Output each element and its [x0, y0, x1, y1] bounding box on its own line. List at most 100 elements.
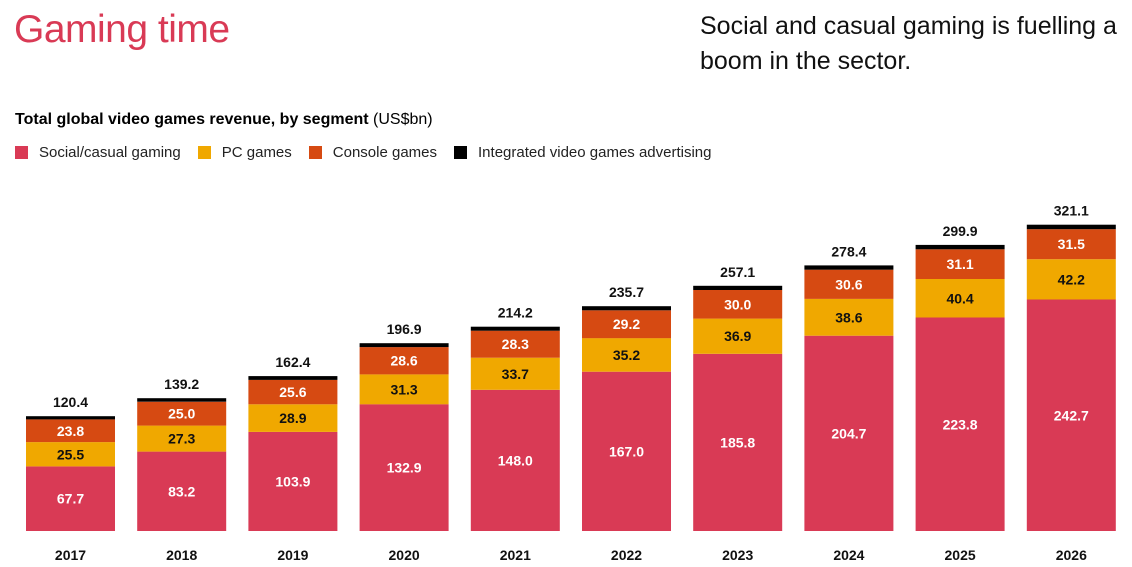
data-label-console-games-2021: 28.3: [502, 336, 529, 352]
bar-console-games-2017: [26, 419, 115, 443]
bar-advertising-2019: [248, 376, 338, 380]
page-headline: Gaming time: [14, 8, 230, 51]
bar-pc-games-2026: [1026, 259, 1116, 300]
bar-pc-games-2018: [137, 425, 227, 452]
data-label-pc-games-2021: 33.7: [502, 366, 529, 382]
total-label-2017: 120.4: [53, 394, 88, 410]
legend-item-console-games: Console games: [308, 144, 438, 161]
legend-item-advertising: Integrated video games advertising: [454, 144, 712, 161]
data-label-console-games-2026: 31.5: [1058, 236, 1085, 252]
total-label-2023: 257.1: [720, 264, 755, 280]
data-label-social-casual-2017: 67.7: [57, 491, 84, 507]
bar-social-casual-2021: [470, 389, 560, 531]
legend-swatch-pc-games: [197, 146, 211, 159]
total-label-2018: 139.2: [164, 376, 199, 392]
data-label-social-casual-2026: 242.7: [1054, 407, 1089, 423]
data-label-pc-games-2022: 35.2: [613, 347, 640, 363]
x-tick-label-2023: 2023: [722, 547, 753, 563]
data-label-console-games-2017: 23.8: [57, 423, 84, 439]
bar-pc-games-2020: [359, 374, 449, 405]
bar-social-casual-2024: [804, 335, 894, 531]
bar-social-casual-2025: [915, 317, 1005, 531]
data-label-pc-games-2025: 40.4: [946, 290, 973, 306]
bar-console-games-2025: [915, 249, 1005, 279]
data-label-console-games-2024: 30.6: [835, 276, 862, 292]
legend-label-social-casual: Social/casual gaming: [39, 144, 181, 161]
data-label-pc-games-2026: 42.2: [1058, 271, 1085, 287]
data-label-social-casual-2021: 148.0: [498, 452, 533, 468]
x-tick-label-2026: 2026: [1056, 547, 1087, 563]
x-tick-label-2017: 2017: [55, 547, 86, 563]
data-label-social-casual-2025: 223.8: [943, 416, 978, 432]
chart-title: Total global video games revenue, by seg…: [15, 111, 369, 128]
bar-advertising-2026: [1026, 224, 1116, 230]
legend-label-advertising: Integrated video games advertising: [478, 144, 712, 161]
chart-unit: (US$bn): [373, 111, 433, 128]
data-label-pc-games-2019: 28.9: [279, 410, 306, 426]
legend-swatch-social-casual: [15, 146, 28, 159]
total-label-2022: 235.7: [609, 284, 644, 300]
x-tick-label-2020: 2020: [389, 547, 420, 563]
legend-item-social-casual: Social/casual gaming: [15, 144, 181, 161]
bar-social-casual-2020: [359, 404, 449, 531]
x-tick-label-2021: 2021: [500, 547, 531, 563]
bar-console-games-2018: [137, 401, 227, 426]
data-label-social-casual-2024: 204.7: [831, 425, 866, 441]
bar-advertising-2020: [359, 343, 449, 348]
total-label-2019: 162.4: [275, 354, 310, 370]
bar-advertising-2018: [137, 398, 227, 402]
bar-social-casual-2022: [582, 371, 671, 531]
x-tick-label-2022: 2022: [611, 547, 642, 563]
legend-label-pc-games: PC games: [221, 144, 292, 161]
bar-console-games-2019: [248, 379, 338, 405]
total-label-2026: 321.1: [1054, 203, 1089, 219]
data-label-pc-games-2018: 27.3: [168, 431, 195, 447]
total-label-2024: 278.4: [831, 243, 866, 259]
bar-pc-games-2024: [804, 298, 894, 336]
data-label-social-casual-2022: 167.0: [609, 443, 644, 459]
bar-advertising-2017: [26, 416, 115, 420]
bar-pc-games-2022: [582, 338, 671, 372]
page-tagline: Social and casual gaming is fuelling a b…: [700, 12, 1117, 75]
chart-legend: Social/casual gaming PC games Console ga…: [15, 144, 729, 161]
bar-advertising-2021: [470, 326, 560, 331]
bar-pc-games-2023: [693, 318, 783, 354]
bar-advertising-2022: [582, 306, 671, 311]
legend-swatch-console-games: [308, 146, 322, 159]
data-label-social-casual-2023: 185.8: [720, 434, 755, 450]
bar-social-casual-2026: [1026, 299, 1116, 531]
data-label-pc-games-2020: 31.3: [390, 381, 417, 397]
bar-console-games-2022: [582, 310, 671, 339]
bar-console-games-2021: [470, 330, 560, 358]
x-tick-label-2019: 2019: [277, 547, 308, 563]
data-label-console-games-2019: 25.6: [279, 384, 306, 400]
bar-social-casual-2019: [248, 431, 338, 531]
data-label-social-casual-2020: 132.9: [387, 460, 422, 476]
total-label-2025: 299.9: [943, 223, 978, 239]
legend-item-pc-games: PC games: [197, 144, 292, 161]
chart-title-row: Total global video games revenue, by seg…: [15, 111, 433, 129]
total-label-2020: 196.9: [387, 321, 422, 337]
bar-console-games-2020: [359, 347, 449, 375]
bar-social-casual-2023: [693, 353, 783, 531]
bar-pc-games-2025: [915, 279, 1005, 318]
bar-console-games-2024: [804, 269, 894, 299]
x-tick-label-2018: 2018: [166, 547, 197, 563]
data-label-pc-games-2023: 36.9: [724, 328, 751, 344]
bar-console-games-2026: [1026, 229, 1116, 260]
data-label-pc-games-2024: 38.6: [835, 309, 862, 325]
legend-label-console-games: Console games: [332, 144, 438, 161]
x-tick-label-2025: 2025: [945, 547, 976, 563]
data-label-console-games-2020: 28.6: [390, 353, 417, 369]
data-label-social-casual-2018: 83.2: [168, 483, 195, 499]
bar-pc-games-2021: [470, 357, 560, 390]
bar-pc-games-2017: [26, 442, 115, 467]
bar-advertising-2025: [915, 244, 1005, 250]
data-label-social-casual-2019: 103.9: [275, 473, 310, 489]
bar-advertising-2024: [804, 265, 894, 270]
x-tick-label-2024: 2024: [833, 547, 864, 563]
data-label-console-games-2022: 29.2: [613, 316, 640, 332]
data-label-pc-games-2017: 25.5: [57, 446, 84, 462]
bar-pc-games-2019: [248, 404, 338, 432]
